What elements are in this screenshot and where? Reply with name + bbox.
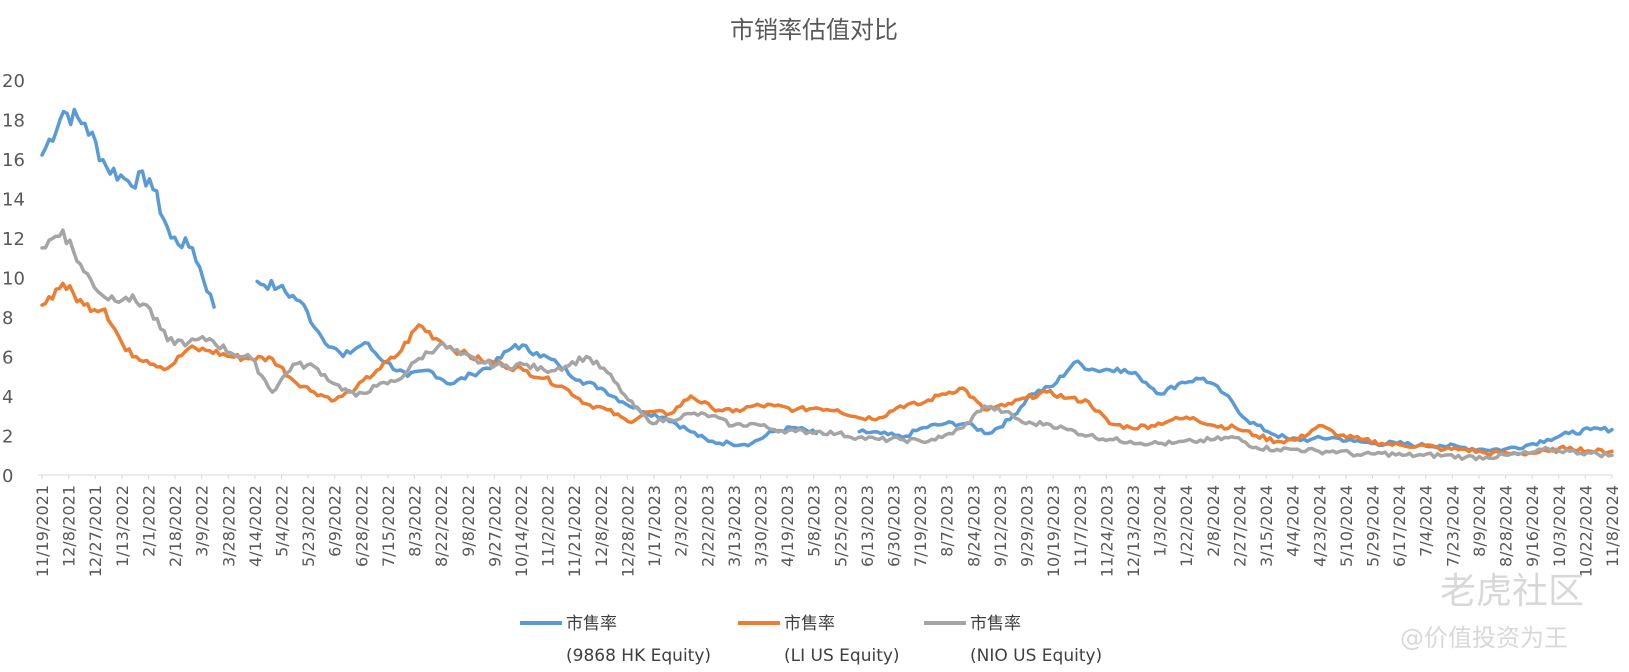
legend-sublabel: (NIO US Equity) xyxy=(970,646,1102,666)
y-tick-label: 10 xyxy=(2,269,25,290)
x-tick-label: 9/27/2022 xyxy=(485,485,504,567)
x-tick-label: 5/23/2022 xyxy=(299,485,318,567)
x-tick-label: 2/8/2024 xyxy=(1204,485,1223,557)
y-tick-label: 6 xyxy=(2,348,13,369)
legend-label: 市售率 xyxy=(784,614,835,634)
y-tick-label: 0 xyxy=(2,466,13,487)
x-tick-label: 1/3/2024 xyxy=(1151,485,1170,557)
x-tick-label: 12/28/2022 xyxy=(618,485,637,577)
x-tick-label: 1/13/2022 xyxy=(113,485,132,567)
x-tick-label: 11/24/2023 xyxy=(1097,485,1116,577)
x-tick-label: 7/4/2024 xyxy=(1417,485,1436,557)
y-tick-label: 2 xyxy=(2,427,13,448)
x-tick-label: 9/16/2024 xyxy=(1523,485,1542,567)
x-tick-label: 3/15/2024 xyxy=(1257,485,1276,567)
x-tick-label: 5/29/2024 xyxy=(1364,485,1383,567)
x-tick-label: 8/9/2024 xyxy=(1470,485,1489,557)
x-tick-label: 8/7/2023 xyxy=(938,485,957,557)
x-tick-label: 11/2/2022 xyxy=(539,485,558,567)
y-tick-label: 18 xyxy=(2,111,25,132)
x-tick-label: 2/18/2022 xyxy=(166,485,185,567)
x-tick-label: 6/17/2024 xyxy=(1390,485,1409,567)
x-axis: 11/19/2021 12/8/2021 12/27/2021 1/13/2022 2/… xyxy=(33,475,1622,577)
x-tick-label: 9/8/2022 xyxy=(459,485,478,557)
y-tick-label: 12 xyxy=(2,229,25,250)
x-tick-label: 2/27/2024 xyxy=(1230,485,1249,567)
x-tick-label: 5/10/2024 xyxy=(1337,485,1356,567)
y-tick-label: 16 xyxy=(2,150,25,171)
series-lines xyxy=(40,107,1614,462)
x-tick-label: 8/3/2022 xyxy=(406,485,425,557)
x-tick-label: 2/1/2022 xyxy=(139,485,158,557)
x-tick-label: 11/21/2022 xyxy=(565,485,584,577)
x-tick-label: 2/3/2023 xyxy=(672,485,691,557)
x-tick-label: 1/17/2023 xyxy=(645,485,664,567)
legend-sublabel: (9868 HK Equity) xyxy=(566,646,711,666)
x-tick-label: 3/28/2022 xyxy=(219,485,238,567)
watermark-brand: 老虎社区 xyxy=(1440,571,1585,612)
series-line-2 xyxy=(40,228,1614,462)
y-axis: 0 2 4 6 8 10 12 14 16 18 20 xyxy=(2,71,25,487)
x-tick-label: 3/9/2022 xyxy=(193,485,212,557)
x-tick-label: 10/22/2024 xyxy=(1576,485,1595,577)
x-tick-label: 12/8/2021 xyxy=(60,485,79,567)
x-tick-label: 8/28/2024 xyxy=(1497,485,1516,567)
x-tick-label: 11/19/2021 xyxy=(33,485,52,577)
x-tick-label: 5/25/2023 xyxy=(831,485,850,567)
x-tick-label: 2/22/2023 xyxy=(698,485,717,567)
x-tick-label: 3/30/2023 xyxy=(751,485,770,567)
x-tick-label: 11/7/2023 xyxy=(1071,485,1090,567)
x-tick-label: 9/12/2023 xyxy=(991,485,1010,567)
x-tick-label: 8/22/2022 xyxy=(432,485,451,567)
chart-title: 市销率估值对比 xyxy=(730,16,898,44)
x-tick-label: 5/4/2022 xyxy=(272,485,291,557)
x-tick-label: 4/14/2022 xyxy=(246,485,265,567)
x-tick-label: 4/4/2024 xyxy=(1284,485,1303,557)
y-tick-label: 4 xyxy=(2,387,13,408)
x-tick-label: 12/13/2023 xyxy=(1124,485,1143,577)
series-line-0 xyxy=(40,107,1614,453)
legend-sublabel: (LI US Equity) xyxy=(784,646,900,666)
x-tick-label: 9/29/2023 xyxy=(1018,485,1037,567)
x-tick-label: 3/13/2023 xyxy=(725,485,744,567)
x-tick-label: 5/8/2023 xyxy=(805,485,824,557)
x-tick-label: 6/28/2022 xyxy=(352,485,371,567)
watermark-author: @价值投资为王 xyxy=(1400,624,1568,652)
y-tick-label: 8 xyxy=(2,308,13,329)
series-line-1 xyxy=(40,281,1614,458)
x-tick-label: 12/8/2022 xyxy=(592,485,611,567)
x-tick-label: 10/3/2024 xyxy=(1550,485,1569,567)
legend-label: 市售率 xyxy=(970,614,1021,634)
x-tick-label: 10/19/2023 xyxy=(1044,485,1063,577)
x-tick-label: 12/27/2021 xyxy=(86,485,105,577)
x-tick-label: 7/15/2022 xyxy=(379,485,398,567)
legend: 市售率 (9868 HK Equity) 市售率 (LI US Equity) 市售率 (… xyxy=(520,614,1102,666)
legend-label: 市售率 xyxy=(566,614,617,634)
y-tick-label: 20 xyxy=(2,71,25,92)
x-tick-label: 10/14/2022 xyxy=(512,485,531,577)
x-tick-label: 11/8/2024 xyxy=(1603,485,1622,567)
x-tick-label: 1/22/2024 xyxy=(1177,485,1196,567)
x-tick-label: 6/30/2023 xyxy=(885,485,904,567)
x-tick-label: 8/24/2023 xyxy=(964,485,983,567)
x-tick-label: 7/19/2023 xyxy=(911,485,930,567)
x-tick-label: 4/19/2023 xyxy=(778,485,797,567)
x-tick-label: 7/23/2024 xyxy=(1443,485,1462,567)
y-tick-label: 14 xyxy=(2,190,25,211)
x-tick-label: 4/23/2024 xyxy=(1310,485,1329,567)
x-tick-label: 6/13/2023 xyxy=(858,485,877,567)
x-tick-label: 6/9/2022 xyxy=(326,485,345,557)
